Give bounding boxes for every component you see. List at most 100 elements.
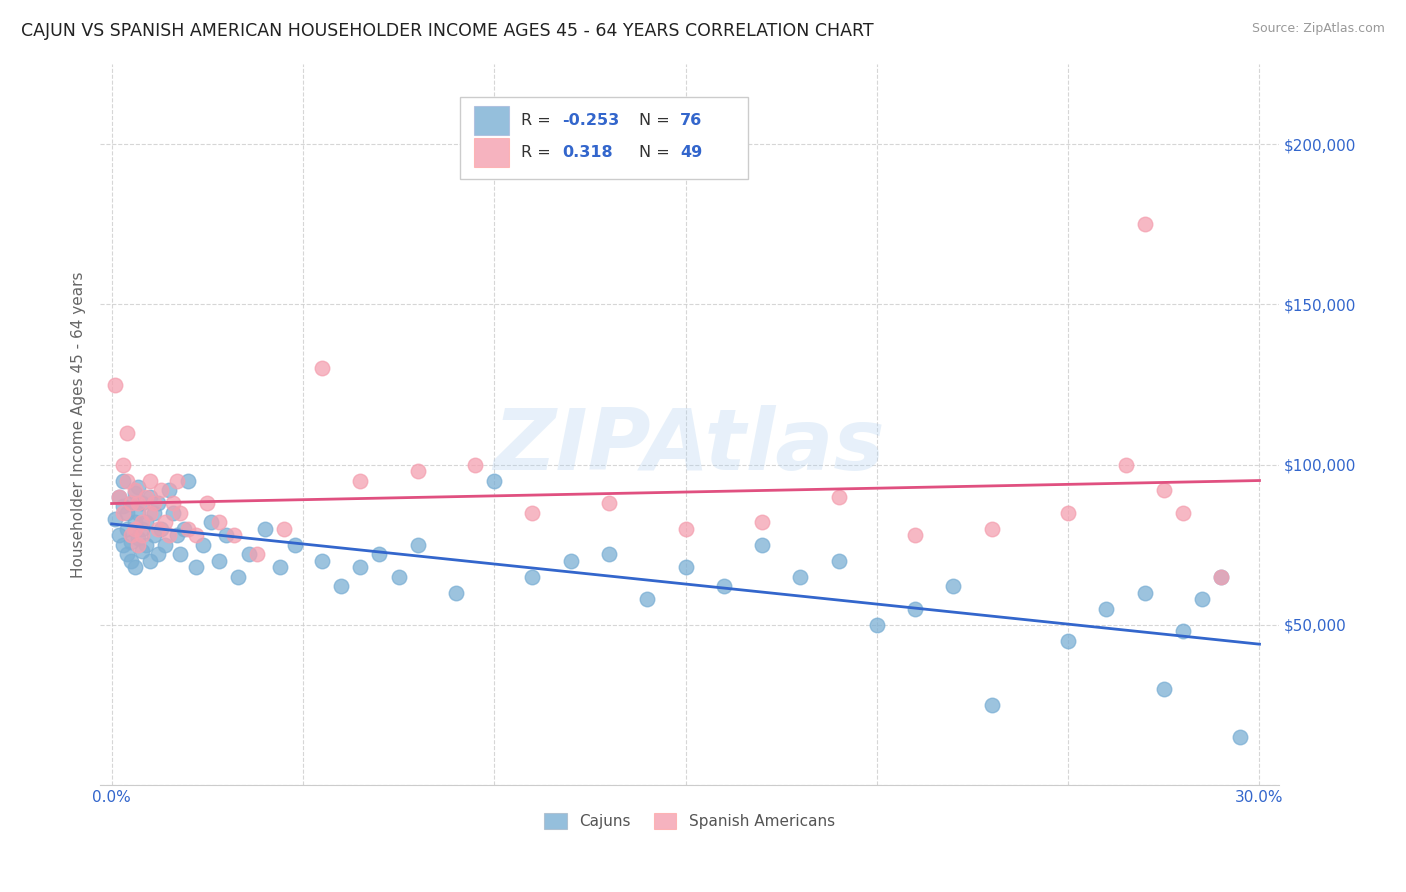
Spanish Americans xyxy=(195,496,218,510)
Cajuns xyxy=(142,528,165,542)
Spanish Americans xyxy=(112,506,135,520)
Cajuns xyxy=(349,560,371,574)
Spanish Americans xyxy=(115,474,138,488)
Cajuns xyxy=(560,554,582,568)
Cajuns xyxy=(866,618,889,632)
Spanish Americans xyxy=(124,522,146,536)
Cajuns xyxy=(131,496,153,510)
Spanish Americans xyxy=(311,361,333,376)
Bar xyxy=(474,138,509,167)
Cajuns xyxy=(942,579,965,593)
Spanish Americans xyxy=(349,474,371,488)
Cajuns xyxy=(387,570,409,584)
Cajuns xyxy=(142,506,165,520)
Cajuns xyxy=(150,522,173,536)
Bar xyxy=(474,106,509,135)
Spanish Americans xyxy=(115,425,138,440)
Y-axis label: Householder Income Ages 45 - 64 years: Householder Income Ages 45 - 64 years xyxy=(72,271,86,578)
Cajuns xyxy=(124,560,146,574)
Cajuns xyxy=(208,554,231,568)
Cajuns xyxy=(827,554,849,568)
Cajuns xyxy=(166,528,188,542)
Spanish Americans xyxy=(222,528,245,542)
Spanish Americans xyxy=(246,547,269,561)
Bar xyxy=(460,96,748,179)
Spanish Americans xyxy=(675,522,697,536)
Text: N =: N = xyxy=(638,145,669,161)
Spanish Americans xyxy=(139,506,162,520)
Cajuns xyxy=(184,560,207,574)
Cajuns xyxy=(124,486,146,500)
Text: R =: R = xyxy=(520,112,551,128)
Cajuns xyxy=(127,480,149,494)
Cajuns xyxy=(238,547,260,561)
Cajuns xyxy=(904,602,927,616)
Cajuns xyxy=(127,506,149,520)
Cajuns xyxy=(108,528,131,542)
Spanish Americans xyxy=(142,496,165,510)
Cajuns xyxy=(269,560,291,574)
Spanish Americans xyxy=(166,474,188,488)
Cajuns xyxy=(215,528,238,542)
Spanish Americans xyxy=(108,490,131,504)
Spanish Americans xyxy=(1211,570,1233,584)
Text: Source: ZipAtlas.com: Source: ZipAtlas.com xyxy=(1251,22,1385,36)
Cajuns xyxy=(115,522,138,536)
Cajuns xyxy=(162,506,184,520)
Cajuns xyxy=(131,522,153,536)
Spanish Americans xyxy=(904,528,927,542)
Text: -0.253: -0.253 xyxy=(562,112,620,128)
Cajuns xyxy=(1171,624,1194,639)
Spanish Americans xyxy=(1133,217,1156,231)
Cajuns xyxy=(177,474,200,488)
Spanish Americans xyxy=(1171,506,1194,520)
Spanish Americans xyxy=(827,490,849,504)
Cajuns xyxy=(146,547,169,561)
Cajuns xyxy=(112,474,135,488)
Cajuns xyxy=(120,554,142,568)
Spanish Americans xyxy=(598,496,620,510)
Spanish Americans xyxy=(120,528,142,542)
Text: R =: R = xyxy=(520,145,551,161)
Spanish Americans xyxy=(127,538,149,552)
Spanish Americans xyxy=(1115,458,1137,472)
Spanish Americans xyxy=(139,474,162,488)
Spanish Americans xyxy=(124,483,146,498)
Cajuns xyxy=(112,500,135,514)
Spanish Americans xyxy=(1153,483,1175,498)
Text: 49: 49 xyxy=(681,145,702,161)
Cajuns xyxy=(1229,730,1251,744)
Spanish Americans xyxy=(157,528,180,542)
Spanish Americans xyxy=(980,522,1002,536)
Cajuns xyxy=(522,570,544,584)
Cajuns xyxy=(675,560,697,574)
Cajuns xyxy=(284,538,307,552)
Cajuns xyxy=(115,506,138,520)
Cajuns xyxy=(120,496,142,510)
Text: 0.318: 0.318 xyxy=(562,145,613,161)
Spanish Americans xyxy=(127,496,149,510)
Cajuns xyxy=(311,554,333,568)
Spanish Americans xyxy=(177,522,200,536)
Legend: Cajuns, Spanish Americans: Cajuns, Spanish Americans xyxy=(538,807,841,835)
Spanish Americans xyxy=(751,516,773,530)
Text: ZIPAtlas: ZIPAtlas xyxy=(494,405,886,488)
Cajuns xyxy=(226,570,249,584)
Spanish Americans xyxy=(104,377,127,392)
Cajuns xyxy=(713,579,735,593)
Spanish Americans xyxy=(146,522,169,536)
Cajuns xyxy=(112,538,135,552)
Cajuns xyxy=(1057,633,1080,648)
Spanish Americans xyxy=(131,516,153,530)
Cajuns xyxy=(444,586,467,600)
Cajuns xyxy=(115,547,138,561)
Cajuns xyxy=(104,512,127,526)
Cajuns xyxy=(1153,681,1175,696)
Cajuns xyxy=(153,538,176,552)
Cajuns xyxy=(1211,570,1233,584)
Cajuns xyxy=(789,570,811,584)
Cajuns xyxy=(598,547,620,561)
Cajuns xyxy=(131,544,153,558)
Cajuns xyxy=(139,554,162,568)
Cajuns xyxy=(173,522,195,536)
